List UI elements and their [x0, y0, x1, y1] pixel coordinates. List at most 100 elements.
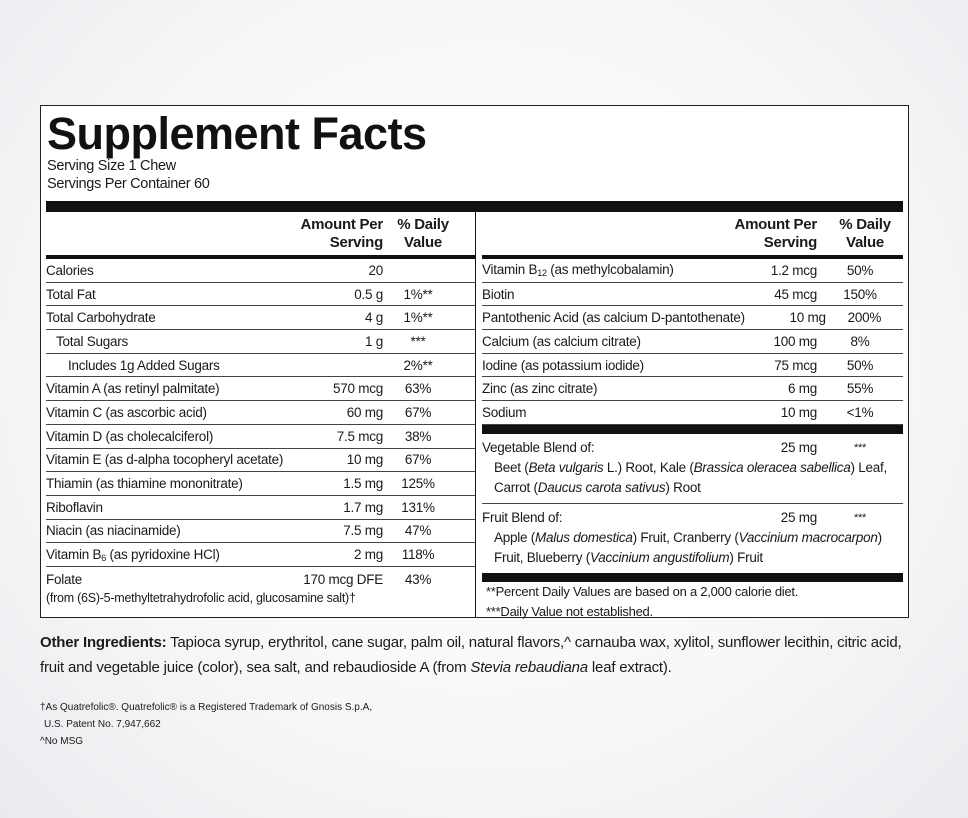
servings-per-container: Servings Per Container 60 — [47, 176, 210, 192]
daily-value: 47% — [404, 523, 432, 539]
column-header: Amount Per Serving % Daily Value — [46, 212, 475, 259]
blend: Fruit Blend of: 25 mg *** Apple (Malus dome… — [482, 504, 903, 573]
nutrient-name: Vitamin B12 (as methylcobalamin) — [482, 262, 727, 278]
daily-value: 8% — [850, 333, 870, 349]
nutrient-name: Vitamin D (as cholecalciferol) — [46, 428, 214, 444]
dv-header: % Daily Value — [397, 216, 449, 251]
nutrient-row: Folate 170 mcg DFE 43% (from (6S)-5-methylt… — [46, 567, 475, 608]
nutrient-name: Total Carbohydrate — [46, 310, 156, 326]
daily-value: *** — [410, 333, 426, 349]
other-ingredients: Other Ingredients: Tapioca syrup, erythr… — [40, 630, 920, 680]
column-divider — [475, 212, 476, 617]
thick-bar — [46, 201, 903, 212]
daily-value: 67% — [404, 404, 432, 420]
description-part: ) Fruit — [729, 549, 763, 565]
daily-value: 50% — [846, 262, 874, 278]
amount: 20 — [368, 262, 383, 278]
name-part: Vitamin B — [46, 546, 102, 562]
nutrient-name: Pantothenic Acid (as calcium D-pantothen… — [482, 310, 745, 326]
nutrient-row: Niacin (as niacinamide) 7.5 mg 47% — [46, 520, 475, 544]
nutrient-row: Zinc (as zinc citrate) 6 mg 55% — [482, 377, 903, 402]
description-part: Brassica oleracea sabellica — [693, 459, 851, 475]
amount: 1.7 mg — [343, 499, 383, 515]
right-column: Amount Per Serving % Daily Value Vitamin B… — [482, 212, 903, 622]
daily-value: 55% — [846, 381, 874, 397]
nutrient-name: Iodine (as potassium iodide) — [482, 357, 644, 373]
daily-value: 1%** — [403, 310, 433, 326]
thick-bar — [482, 424, 903, 434]
footnote: ***Daily Value not established. — [486, 603, 653, 619]
nutrient-row: Vitamin C (as ascorbic acid) 60 mg 67% — [46, 401, 475, 425]
daily-value: 50% — [846, 357, 874, 373]
description-part: Vaccinium macrocarpon — [738, 529, 878, 545]
amount: 0.5 g — [354, 286, 383, 302]
nutrient-name: Vitamin E (as d-alpha tocopheryl acetate… — [46, 452, 284, 468]
blend-amount: 25 mg — [780, 439, 818, 455]
daily-value: 200% — [847, 310, 882, 326]
footnote: ^No MSG — [40, 736, 84, 747]
blend-dv: *** — [853, 441, 867, 454]
amount: 1.2 mcg — [770, 262, 818, 278]
blend-name: Vegetable Blend of: — [482, 439, 595, 455]
description-part: ) Root — [665, 479, 701, 495]
nutrient-row: Vitamin A (as retinyl palmitate) 570 mcg 6… — [46, 377, 475, 402]
blend-description: Beet (Beta vulgaris L.) Root, Kale (Bras… — [482, 458, 903, 498]
nutrient-name: Sodium — [482, 404, 527, 420]
nutrient-name: Total Fat — [46, 286, 96, 302]
daily-value: 131% — [401, 499, 435, 515]
description-part: Apple ( — [494, 529, 536, 545]
description-part: Beta vulgaris — [528, 459, 604, 475]
name-part: Vitamin B — [482, 262, 538, 278]
nutrient-row: Thiamin (as thiamine mononitrate) 1.5 mg 1… — [46, 472, 475, 496]
amount: 100 mg — [773, 333, 817, 349]
blend-head: Fruit Blend of: 25 mg *** — [482, 508, 903, 528]
left-column: Amount Per Serving % Daily Value Calories 2… — [46, 212, 475, 608]
nutrient-name: Vitamin B6 (as pyridoxine HCl) — [46, 547, 283, 563]
footnote: †As Quatrefolic®. Quatrefolic® is a Regi… — [40, 702, 373, 713]
description-part: Vaccinium angustifolium — [590, 549, 730, 565]
nutrient-row: Calories 20 — [46, 259, 475, 283]
amount: 10 mg — [346, 452, 384, 468]
nutrient-note: (from (6S)-5-methyltetrahydrofolic acid,… — [46, 590, 356, 605]
daily-value: <1% — [846, 404, 874, 420]
nutrient-row: Vitamin D (as cholecalciferol) 7.5 mcg 38% — [46, 425, 475, 449]
nutrient-row: Pantothenic Acid (as calcium D-pantothen… — [482, 306, 903, 331]
facts-panel: Supplement Facts Serving Size 1 Chew Servi… — [40, 105, 909, 619]
daily-value: 63% — [404, 381, 432, 397]
nutrient-name: Niacin (as niacinamide) — [46, 523, 181, 539]
description-part: Daucus carota sativus — [537, 479, 666, 495]
name-part: 12 — [537, 268, 547, 279]
description-part: Beet ( — [494, 459, 529, 475]
blend-description: Apple (Malus domestica) Fruit, Cranberry… — [482, 528, 903, 568]
amount: 45 mcg — [774, 286, 817, 302]
other-label: Other Ingredients: — [40, 634, 167, 651]
nutrient-row: Total Carbohydrate 4 g 1%** — [46, 306, 475, 331]
amount: 10 mg — [780, 404, 818, 420]
ingredient-text: Stevia rebaudiana — [470, 659, 588, 676]
nutrient-row: Total Sugars 1 g *** — [46, 330, 475, 354]
nutrient-row: Biotin 45 mcg 150% — [482, 283, 903, 307]
daily-value: 43% — [404, 571, 432, 587]
nutrient-name: Total Sugars — [56, 333, 129, 349]
nutrient-name: Biotin — [482, 286, 515, 302]
amount: 2 mg — [353, 547, 383, 563]
nutrient-row: Calcium (as calcium citrate) 100 mg 8% — [482, 330, 903, 354]
footnote: **Percent Daily Values are based on a 2,… — [486, 583, 799, 599]
column-header: Amount Per Serving % Daily Value — [482, 212, 903, 259]
description-part: Malus domestica — [535, 529, 633, 545]
amount: 7.5 mcg — [336, 428, 384, 444]
blend-head: Vegetable Blend of: 25 mg *** — [482, 438, 903, 458]
nutrient-row: Includes 1g Added Sugars 2%** — [46, 354, 475, 378]
title: Supplement Facts — [47, 108, 427, 159]
nutrient-name: Vitamin C (as ascorbic acid) — [46, 404, 207, 420]
description-part: L.) Root, Kale ( — [603, 459, 694, 475]
daily-value: 150% — [843, 286, 877, 302]
nutrient-row: Vitamin E (as d-alpha tocopheryl acetate… — [46, 449, 475, 473]
ingredient-text: leaf extract). — [587, 659, 672, 676]
serving-size: Serving Size 1 Chew — [47, 158, 176, 174]
nutrient-row: Vitamin B12 (as methylcobalamin) 1.2 mcg 5… — [482, 259, 903, 283]
amount: 10 mg — [789, 310, 826, 326]
amount: 6 mg — [787, 381, 817, 397]
nutrient-name: Riboflavin — [46, 499, 103, 515]
